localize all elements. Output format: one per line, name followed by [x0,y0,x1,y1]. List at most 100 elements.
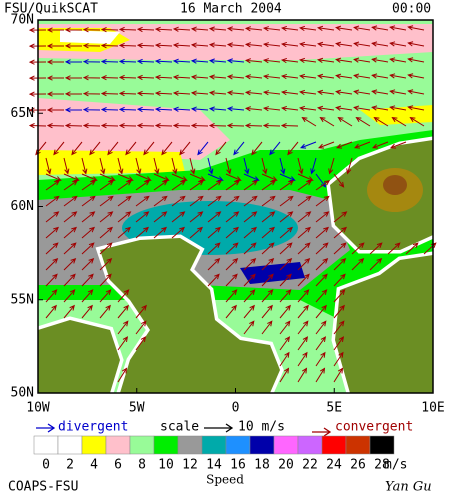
wind-arrow [335,25,353,31]
wind-arrow [369,257,383,271]
date: 16 March 2004 [180,2,282,17]
wind-arrow [297,367,308,383]
wind-arrow [189,226,203,239]
wind-arrow [225,226,239,239]
wind-arrow [63,273,76,287]
wind-arrow [315,195,330,207]
wind-arrow [226,26,245,32]
wind-arrow [135,173,152,182]
wind-arrow [117,320,129,335]
colorbar-swatch [33,435,59,455]
wind-arrow [225,195,240,207]
wind-arrow [389,57,407,63]
wind-arrow [387,242,401,255]
wind-arrow [45,226,59,239]
colorbar-tick: 14 [206,458,222,473]
wind-arrow [262,26,281,32]
wind-arrow [153,211,168,223]
wind-arrow [135,336,147,351]
wind-arrow [135,211,150,223]
wind-arrow [389,25,407,31]
wind-arrow [279,367,290,383]
time: 00:00 [392,2,431,17]
wind-arrow [318,141,335,149]
wind-arrow [46,123,65,129]
wind-arrow [99,304,111,319]
colorbar-swatch [249,435,275,455]
wind-arrow [46,27,65,33]
wind-arrow [335,105,353,111]
wind-arrow [262,123,281,129]
wind-arrow [45,273,58,287]
zone-white [60,30,120,44]
colorbar-tick: 26 [350,458,366,473]
wind-arrow [63,211,78,223]
wind-arrow [280,89,299,96]
colorbar-swatch [105,435,131,455]
wind-arrow [189,180,205,191]
wind-arrow [353,57,371,63]
wind-arrow [353,25,371,31]
wind-arrow [225,180,241,191]
wind-arrow [89,141,101,156]
wind-arrow [297,195,312,207]
wind-arrow [135,157,142,175]
wind-arrow [261,320,273,335]
wind-arrow [225,157,232,175]
colorbar-swatch [225,435,251,455]
footer-left: COAPS-FSU [8,480,78,495]
wind-arrow [135,320,147,335]
wind-arrow [317,89,335,95]
wind-arrow [407,57,425,63]
wind-arrow [244,106,263,112]
wind-arrow [335,73,353,79]
colorbar-unit: m/s [384,458,407,473]
colorbar-swatch [201,435,227,455]
wind-arrow [310,157,317,175]
wind-arrow [333,351,344,367]
wind-arrow [207,273,220,287]
wind-arrow [64,107,83,113]
wind-arrow [280,123,299,129]
legend: divergent scale 10 m/s convergent [36,420,413,437]
wind-arrow [226,123,245,129]
wind-arrow [315,320,327,335]
wind-arrow [300,141,317,149]
wind-arrow [390,141,407,149]
wind-arrow [45,257,59,271]
wind-arrow [301,116,317,127]
wind-arrow [81,289,94,303]
wind-arrow [190,42,209,48]
wind-arrow [81,273,94,287]
wind-arrow [99,273,112,287]
wind-arrow [244,58,263,64]
wind-arrow [117,367,128,383]
wind-arrow [243,195,258,207]
wind-arrow [117,173,134,182]
wind-arrow [154,106,173,112]
wind-arrow [225,211,240,223]
wind-arrow [171,173,188,182]
wind-arrow [207,211,222,223]
wind-arrow [100,43,119,49]
wind-arrow [333,273,346,287]
wind-arrow [251,141,263,156]
colorbar-tick: 24 [326,458,342,473]
wind-arrow [208,74,227,80]
wind-arrow [117,226,131,239]
wind-arrow [299,73,317,80]
wind-arrow [261,211,276,223]
wind-arrow [154,42,173,48]
wind-arrow [279,289,292,303]
wind-arrow [153,180,169,191]
wind-arrow [172,123,191,129]
wind-arrow [372,141,389,149]
wind-arrow [208,26,227,32]
colorbar-title: Speed [206,473,244,487]
wind-arrow [125,141,137,156]
wind-arrow [261,257,275,271]
wind-arrow [225,173,242,182]
wind-arrow [262,106,281,112]
wind-arrow [153,173,170,182]
wind-arrow [172,58,191,64]
